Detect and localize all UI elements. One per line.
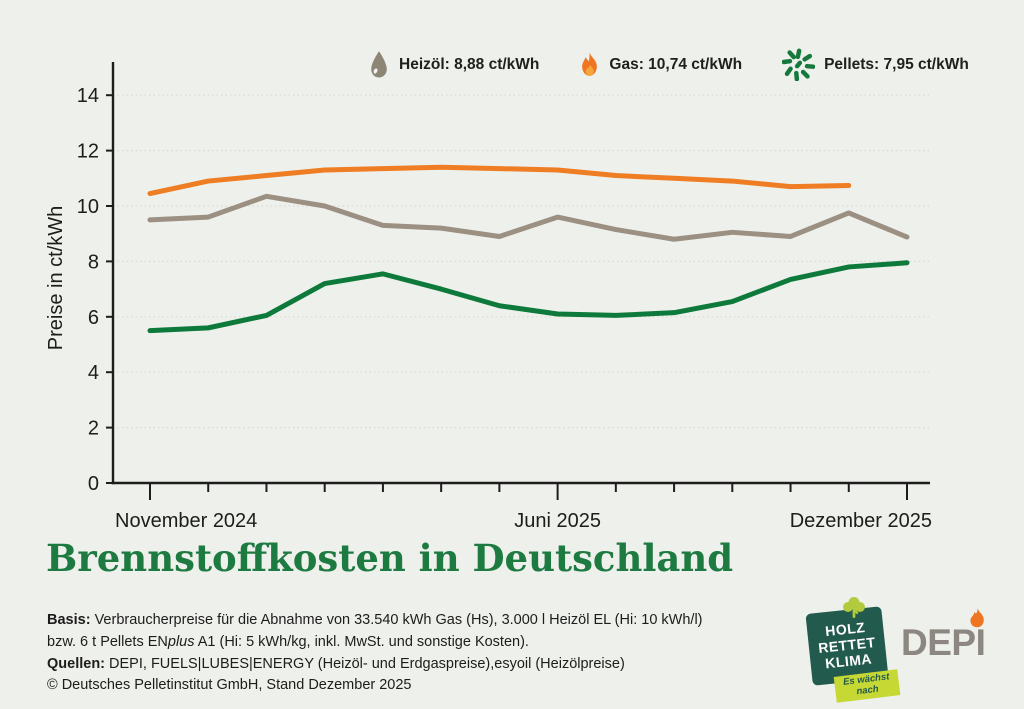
depi-flame-icon xyxy=(970,608,984,628)
flame-icon xyxy=(582,51,598,76)
legend-label-heizoel: Heizöl: 8,88 ct/kWh xyxy=(399,55,540,73)
y-tick-label-14: 14 xyxy=(77,85,99,107)
holz-rettet-klima-logo: HOLZ RETTET KLIMA Es wächst nach xyxy=(801,597,901,703)
pellets-line xyxy=(147,260,910,334)
oil-drop-icon xyxy=(371,50,387,77)
copyright-line: © Deutsches Pelletinstitut GmbH, Stand D… xyxy=(47,677,412,694)
price-chart: 0 2 4 6 8 10 12 14 November 2024 Juni 2025 Dezembe… xyxy=(45,62,932,532)
legend-label-pellets: Pellets: 7,95 ct/kWh xyxy=(824,55,969,73)
pellets-icon xyxy=(782,48,816,81)
y-tick-label-4: 4 xyxy=(88,362,99,384)
y-tick-label-0: 0 xyxy=(88,473,99,495)
depi-wordmark: DEPI xyxy=(901,622,986,663)
x-axis-label-7: Juni 2025 xyxy=(514,510,601,532)
y-tick-label-6: 6 xyxy=(88,307,99,329)
x-axis-label-13: Dezember 2025 xyxy=(790,510,932,532)
legend-item-heizoel: Heizöl: 8,88 ct/kWh xyxy=(368,50,539,80)
footnote: Basis: Verbraucherpreise für die Abnahme… xyxy=(47,610,717,697)
y-tick-label-12: 12 xyxy=(77,141,99,163)
gas-line xyxy=(147,164,852,197)
basis-label: Basis: xyxy=(47,612,91,628)
tree-icon xyxy=(843,597,865,618)
heizoel-line xyxy=(147,193,910,242)
legend-item-gas: Gas: 10,74 ct/kWh xyxy=(579,51,742,78)
y-tick-label-10: 10 xyxy=(77,196,99,218)
legend-label-gas: Gas: 10,74 ct/kWh xyxy=(609,55,743,73)
y-tick-label-8: 8 xyxy=(88,251,99,273)
y-tick-label-2: 2 xyxy=(88,418,99,440)
y-axis-title: Preise in ct/kWh xyxy=(45,206,67,350)
quellen-line: Quellen: DEPI, FUELS|LUBES|ENERGY (Heizö… xyxy=(47,655,625,672)
chart-legend: Heizöl: 8,88 ct/kWh Gas: 10,74 ct/kWh xyxy=(368,48,969,81)
x-axis-label-0: November 2024 xyxy=(115,510,257,532)
basis-line: Basis: Verbraucherpreise für die Abnahme… xyxy=(47,612,703,650)
quellen-label: Quellen: xyxy=(47,655,106,672)
legend-item-pellets: Pellets: 7,95 ct/kWh xyxy=(782,48,969,81)
badge-line-3: KLIMA xyxy=(824,650,873,672)
depi-logo: DEPI xyxy=(901,608,1001,678)
page-title: Brennstoffkosten in Deutschland xyxy=(46,536,734,580)
